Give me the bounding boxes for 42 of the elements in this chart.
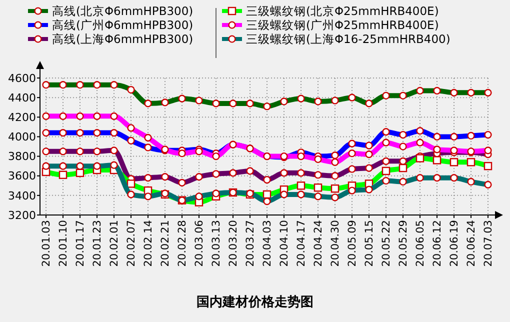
- x-tick-label: 20.01.23: [92, 220, 104, 267]
- x-tick-label: 20.03.20: [228, 220, 240, 267]
- x-tick-label: 20.01.03: [40, 220, 53, 267]
- x-tick-label: 20.01.17: [74, 220, 87, 267]
- x-tick-label: 20.05.29: [398, 220, 410, 267]
- y-tick-label: 4000: [8, 130, 36, 144]
- legend-label: 高线(北京Φ6mmHPB300): [52, 4, 194, 18]
- x-tick-label: 20.01.10: [58, 220, 70, 267]
- x-tick-label: 20.04.24: [312, 220, 325, 267]
- x-tick-label: 20.06.05: [414, 220, 427, 267]
- text: 国内建材价格走势图: [196, 294, 314, 310]
- y-tick-label: 4600: [8, 72, 36, 85]
- legend-label: 高线(上海Φ6mmHPB300): [52, 32, 194, 46]
- x-tick-label: 20.04.17: [296, 220, 308, 267]
- x-tick-label: 20.06.12: [432, 220, 444, 267]
- x-tick-label: 20.07.03: [482, 220, 495, 267]
- x-tick-label: 20.02.21: [160, 220, 172, 267]
- x-tick-label: 20.06.24: [466, 220, 478, 267]
- y-tick-label: 3400: [8, 189, 36, 202]
- y-tick-label: 4200: [8, 110, 36, 124]
- x-tick-label: 20.04.03: [262, 220, 274, 267]
- x-tick-label: 20.04.10: [278, 220, 291, 267]
- legend-label: 三级螺纹钢(广州Φ25mmHRB400E): [246, 18, 439, 32]
- x-tick-label: 20.03.27: [244, 220, 257, 267]
- y-tick-label: 3800: [8, 150, 36, 164]
- y-tick-label: 4400: [8, 91, 36, 104]
- y-tick-label: 3600: [8, 170, 36, 183]
- x-tick-label: 20.02.01: [108, 220, 121, 267]
- legend-label: 三级螺纹钢(上海Φ16-25mmHRB400): [246, 32, 450, 46]
- x-tick-label: 20.03.13: [210, 220, 223, 267]
- x-tick-label: 20.02.14: [142, 220, 155, 267]
- x-tick-label: 20.03.06: [194, 220, 206, 267]
- x-tick-label: 20.05.09: [346, 220, 359, 267]
- x-tick-label: 20.05.22: [380, 220, 393, 267]
- legend-label: 三级螺纹钢(北京Φ25mmHRB400E): [246, 4, 439, 18]
- x-tick-label: 20.05.15: [364, 220, 376, 267]
- x-tick-label: 20.06.19: [448, 220, 461, 267]
- legend-label: 高线(广州Φ6mmHPB300): [52, 18, 194, 32]
- x-tick-label: 20.04.30: [330, 220, 342, 267]
- x-tick-label: 20.02.28: [176, 220, 189, 267]
- x-tick-label: 20.02.07: [126, 220, 138, 267]
- y-tick-label: 3200: [8, 208, 36, 222]
